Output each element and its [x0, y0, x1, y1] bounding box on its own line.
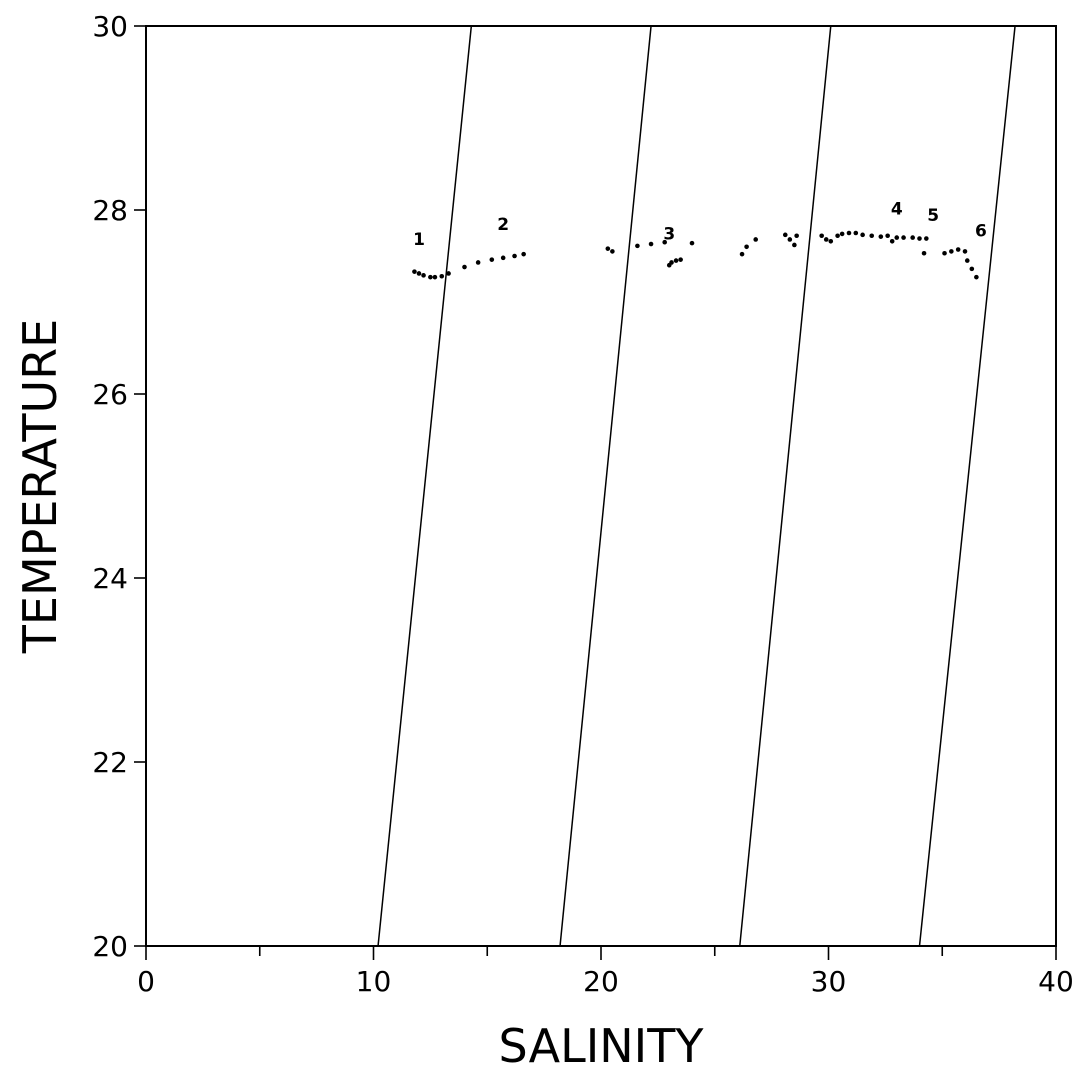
y-tick-label: 22	[92, 746, 128, 779]
annotation-label: 4	[891, 200, 903, 220]
data-point	[828, 238, 834, 244]
data-point	[794, 233, 799, 239]
x-tick-label: 30	[811, 965, 847, 998]
data-point	[446, 271, 451, 276]
data-point	[787, 237, 793, 242]
data-point	[921, 250, 927, 256]
data-point	[839, 231, 845, 237]
data-point	[901, 235, 906, 240]
data-point	[962, 249, 968, 254]
data-point	[500, 255, 506, 261]
data-point	[605, 246, 611, 251]
x-axis-ticks: 0 10 20 30 40	[137, 946, 1074, 998]
data-point	[878, 234, 884, 239]
data-point	[662, 239, 667, 245]
data-point	[974, 274, 979, 280]
data-point	[610, 249, 615, 254]
data-point	[860, 232, 865, 238]
data-point	[889, 238, 895, 244]
annotation-label: 1	[413, 230, 425, 250]
data-point	[942, 250, 947, 256]
data-point	[917, 236, 922, 241]
data-points	[412, 230, 979, 280]
data-point	[432, 274, 438, 280]
data-point	[744, 244, 749, 250]
y-tick-label: 20	[92, 930, 128, 963]
y-tick-label: 30	[92, 10, 128, 43]
data-point	[823, 237, 829, 242]
x-axis-label: SALINITY	[499, 1019, 705, 1072]
reference-lines	[377, 25, 1016, 947]
data-point	[846, 230, 852, 236]
data-point	[853, 230, 859, 236]
annotation-label: 2	[497, 215, 509, 235]
data-point	[894, 235, 900, 240]
data-point	[869, 233, 875, 239]
data-point	[689, 240, 695, 246]
data-point	[955, 247, 961, 252]
data-point	[782, 232, 788, 238]
data-point	[439, 273, 445, 279]
data-point	[489, 257, 495, 262]
data-point	[412, 269, 417, 274]
data-point	[910, 235, 915, 240]
point-annotations: 1 2 3 4 5 6	[413, 200, 987, 250]
x-tick-label: 0	[137, 965, 155, 998]
x-tick-label: 20	[583, 965, 619, 998]
data-point	[949, 249, 954, 254]
data-point	[885, 233, 890, 239]
annotation-label: 6	[975, 222, 987, 242]
reference-line-2	[559, 25, 652, 947]
reference-line-3	[739, 25, 832, 947]
annotation-label: 3	[663, 224, 675, 244]
data-point	[475, 260, 481, 265]
data-point	[416, 271, 422, 276]
data-point	[648, 241, 654, 247]
data-point	[924, 236, 929, 241]
x-tick-label: 10	[356, 965, 392, 998]
data-point	[428, 274, 433, 280]
data-point	[635, 243, 640, 249]
data-point	[819, 233, 824, 239]
x-tick-label: 40	[1038, 965, 1074, 998]
y-tick-label: 24	[92, 562, 128, 595]
data-point	[739, 251, 745, 257]
data-point	[512, 253, 517, 259]
annotation-label: 5	[927, 206, 939, 226]
data-point	[753, 237, 758, 242]
y-axis-ticks: 20 22 24 26 28 30	[92, 10, 146, 963]
data-point	[969, 266, 975, 272]
data-point	[673, 258, 679, 263]
y-tick-label: 26	[92, 378, 128, 411]
data-point	[678, 257, 683, 262]
data-point	[964, 258, 970, 263]
data-point	[521, 251, 526, 257]
data-point	[462, 264, 467, 270]
y-axis-label: TEMPERATURE	[13, 319, 67, 654]
reference-line-4	[918, 25, 1016, 947]
y-tick-label: 28	[92, 194, 128, 227]
data-point	[835, 233, 840, 239]
data-point	[669, 260, 674, 265]
data-point	[792, 242, 797, 248]
data-point	[421, 273, 426, 278]
plot-frame	[145, 25, 1057, 947]
reference-line-1	[377, 25, 473, 947]
